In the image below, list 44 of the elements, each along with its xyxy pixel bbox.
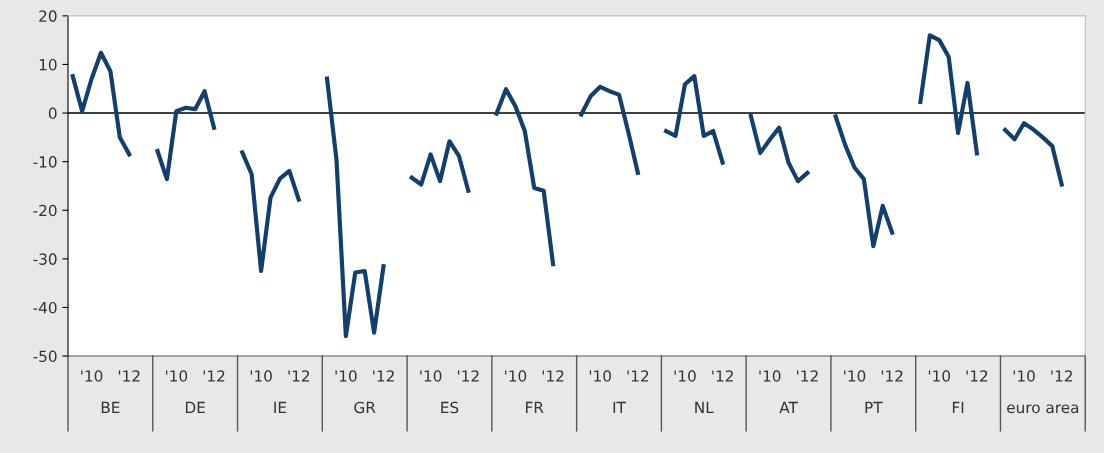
x-tick-label: '10 xyxy=(589,370,611,382)
x-tick-label: '12 xyxy=(1051,370,1072,382)
y-tick-label: 0 xyxy=(48,107,57,120)
x-tick-label: '12 xyxy=(542,370,564,382)
x-tick-label: '10 xyxy=(759,370,781,382)
x-tick-label: '10 xyxy=(1013,370,1035,382)
text: BE xyxy=(101,401,120,414)
y-tick-label: 20 xyxy=(39,10,57,22)
x-tick-label: '12 xyxy=(797,370,818,382)
x-tick-label: '12 xyxy=(966,370,988,382)
text: ES xyxy=(441,401,459,414)
x-tick-label: '12 xyxy=(712,370,733,382)
x-tick-label: '10 xyxy=(165,370,188,382)
y-tick-label: -10 xyxy=(33,156,57,168)
text: GR xyxy=(354,401,376,414)
x-tick-label: '12 xyxy=(288,370,310,382)
x-tick-label: '12 xyxy=(627,370,649,382)
y-tick-label: -50 xyxy=(33,350,57,363)
x-tick-label: '12 xyxy=(118,370,140,382)
x-tick-label: '10 xyxy=(250,370,272,382)
x-tick-label: '12 xyxy=(457,370,479,382)
text: AT xyxy=(779,401,798,414)
text: FR xyxy=(526,401,544,414)
text: euro area xyxy=(1007,404,1079,414)
x-tick-label: '12 xyxy=(881,370,903,382)
text: FI xyxy=(952,401,964,414)
text: NL xyxy=(695,401,714,414)
x-tick-label: '10 xyxy=(335,370,357,382)
x-tick-label: '10 xyxy=(81,370,103,382)
x-tick-label: '10 xyxy=(420,370,442,382)
text: IE xyxy=(274,401,287,414)
text: IT xyxy=(613,401,626,414)
x-tick-label: '10 xyxy=(674,370,696,382)
x-tick-label: '10 xyxy=(844,370,866,382)
y-tick-label: -20 xyxy=(33,204,57,217)
x-tick-label: '10 xyxy=(505,370,527,382)
y-tick-label: 10 xyxy=(39,58,57,71)
y-tick-label: -40 xyxy=(33,301,57,314)
text: DE xyxy=(185,401,205,414)
text: PT xyxy=(865,401,883,414)
y-tick-label: -30 xyxy=(33,253,57,265)
x-tick-label: '12 xyxy=(373,370,394,382)
x-tick-label: '12 xyxy=(203,370,225,382)
x-tick-label: '10 xyxy=(928,370,951,382)
